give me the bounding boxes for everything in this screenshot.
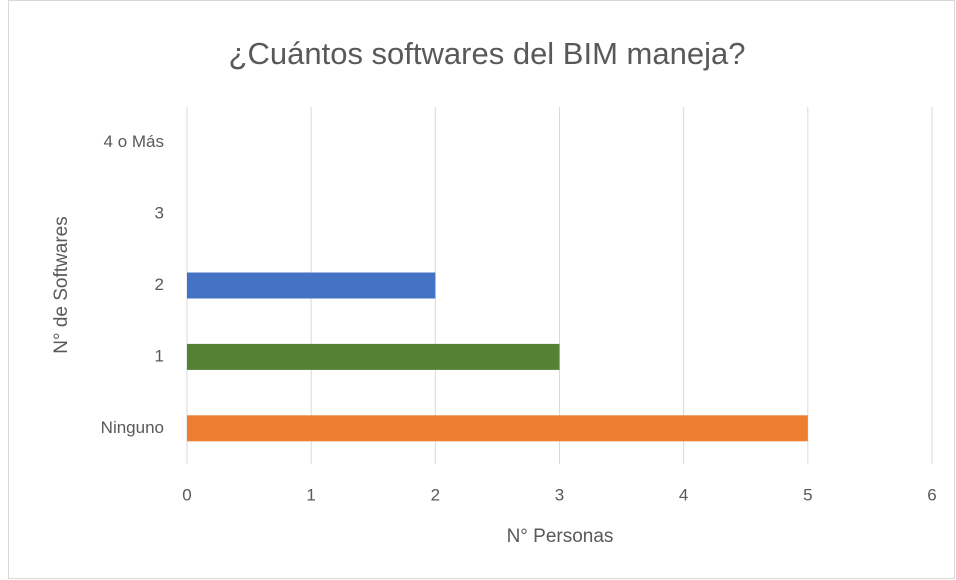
x-tick-label: 2 [431,485,440,504]
y-tick-label: 4 o Más [104,132,164,151]
chart-frame [8,0,955,579]
y-tick-label: 1 [155,346,164,365]
x-tick-label: 5 [803,485,812,504]
y-tick-label: 2 [155,275,164,294]
x-tick-label: 4 [679,485,688,504]
x-tick-label: 3 [555,485,564,504]
x-tick-label: 0 [182,485,191,504]
bar [187,272,436,299]
chart-title: ¿Cuántos softwares del BIM maneja? [229,36,746,71]
x-tick-label: 1 [306,485,315,504]
bar [187,415,808,442]
y-axis-title: N° de Softwares [51,216,72,354]
x-axis-title: N° Personas [507,526,614,547]
bar [187,343,560,370]
y-tick-label: Ninguno [101,418,164,437]
x-tick-label: 6 [927,485,936,504]
y-tick-label: 3 [155,204,164,223]
